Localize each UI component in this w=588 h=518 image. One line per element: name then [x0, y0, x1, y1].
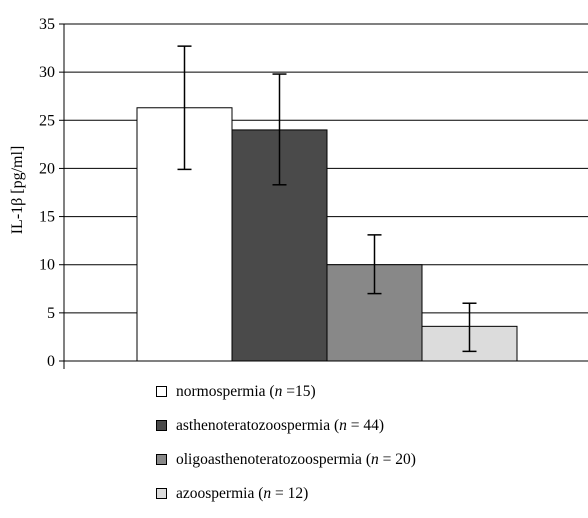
- legend-label-count: = 12): [271, 485, 309, 502]
- legend-label: oligoasthenoteratozoospermia (n = 20): [176, 450, 416, 470]
- legend-label: normospermia (n =15): [176, 382, 316, 402]
- legend-label-text: normospermia (: [176, 383, 275, 400]
- y-tick-label: 10: [39, 257, 55, 274]
- legend-label-n: n: [370, 451, 379, 468]
- legend-swatch: [156, 386, 167, 397]
- legend-label-n: n: [274, 383, 283, 400]
- bars: [136, 107, 518, 362]
- y-axis-label: IL-1β [pg/ml]: [9, 146, 26, 235]
- axes: [59, 23, 588, 369]
- y-tick-label: 15: [39, 209, 55, 226]
- legend-label-text: asthenoteratozoospermia (: [176, 417, 340, 434]
- error-bars: [177, 45, 477, 353]
- y-tick-labels: 0 5 10 15 20 25 30 35: [39, 16, 55, 370]
- y-tick-label: 5: [47, 305, 55, 322]
- y-tick-label: 25: [39, 112, 55, 129]
- legend-swatch: [156, 420, 167, 431]
- legend-label-n: n: [263, 485, 272, 502]
- legend-label: asthenoteratozoospermia (n = 44): [176, 416, 384, 436]
- y-tick-label: 35: [39, 16, 55, 33]
- legend-label: azoospermia (n = 12): [176, 484, 308, 504]
- y-tick-label: 0: [47, 353, 55, 370]
- legend-label-text: azoospermia (: [176, 485, 264, 502]
- bar-chart: 0 5 10 15 20 25 30 35 IL-1β [pg/ml]: [9, 16, 588, 370]
- legend-label-count: =15): [282, 383, 316, 400]
- legend-label-text: oligoasthenoteratozoospermia (: [176, 451, 371, 468]
- y-tick-label: 30: [39, 64, 55, 81]
- legend-label-n: n: [339, 417, 347, 434]
- legend-swatch: [156, 454, 167, 465]
- legend-swatch: [156, 488, 167, 499]
- y-tick-label: 20: [39, 160, 55, 177]
- legend-label-count: = 44): [346, 417, 385, 434]
- legend-label-count: = 20): [378, 451, 416, 468]
